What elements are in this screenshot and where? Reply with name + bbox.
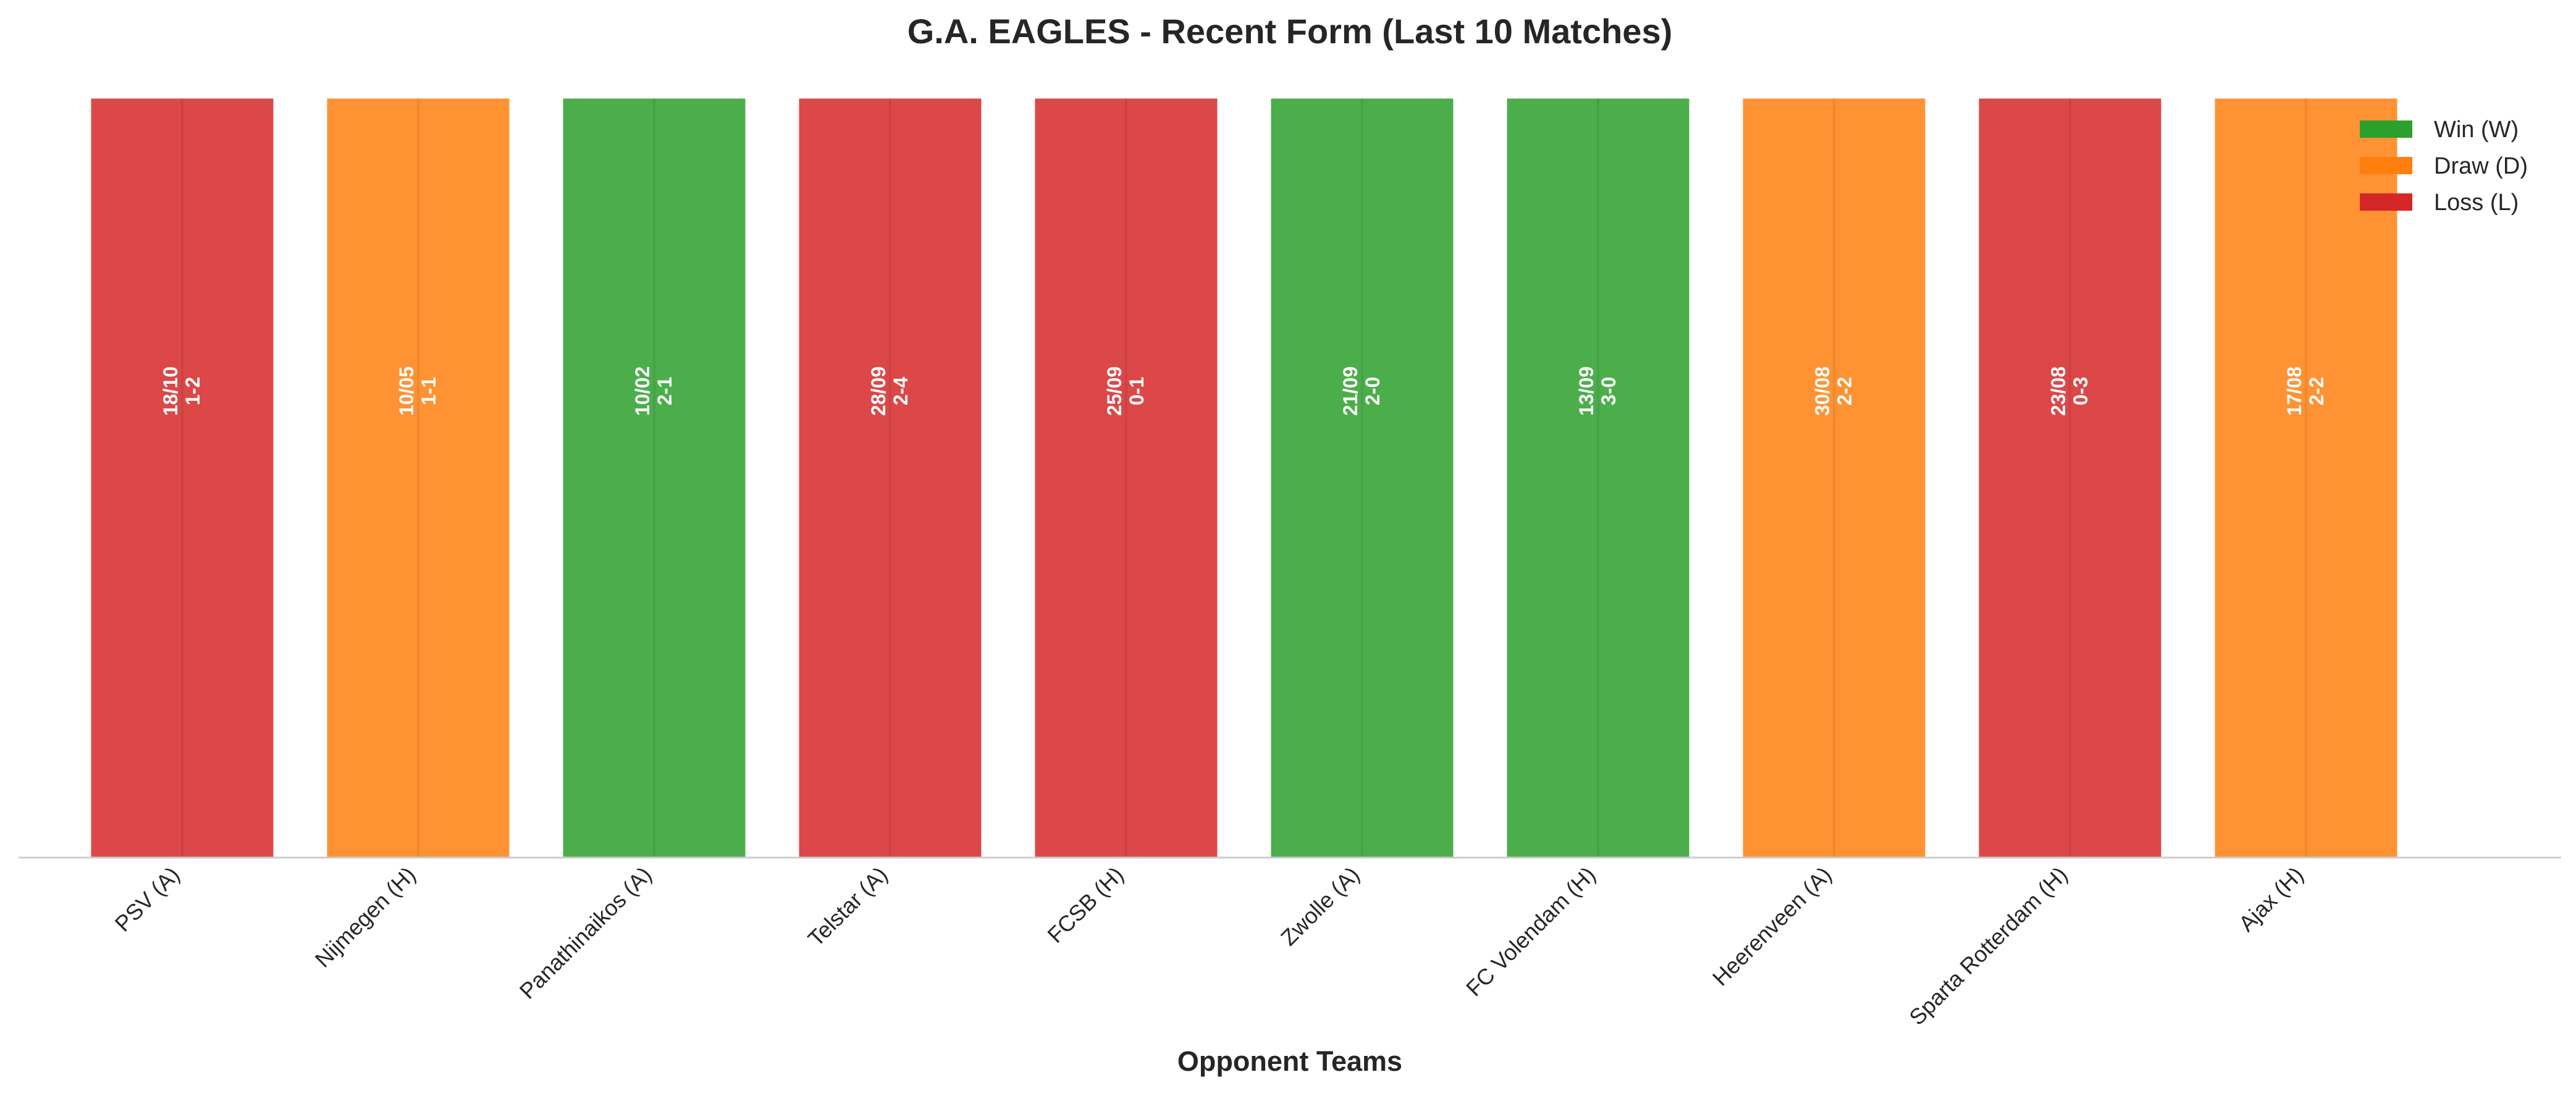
bar-label-date: 21/09 <box>1339 366 1362 416</box>
bar-label: 28/092-4 <box>867 366 912 416</box>
bar-label: 10/022-1 <box>631 366 676 416</box>
bar-4 <box>797 96 983 859</box>
bar-label: 23/080-3 <box>2047 366 2092 416</box>
bar-label: 21/092-0 <box>1339 366 1384 416</box>
x-tick-label: FC Volendam (H) <box>1461 862 1601 1002</box>
x-tick-label: Panathinaikos (A) <box>515 862 657 1004</box>
bars-group: 18/101-2 10/051-1 10/022-1 28/092-4 25/090-1… <box>89 96 2399 859</box>
bar-5 <box>1033 96 1219 859</box>
x-tick-label: PSV (A) <box>110 862 185 937</box>
bar-label-date: 18/10 <box>159 366 182 416</box>
x-tick-label: Ajax (H) <box>2234 862 2309 937</box>
chart-title: G.A. EAGLES - Recent Form (Last 10 Match… <box>907 12 1672 51</box>
bar-label-score: 0-3 <box>2069 377 2092 405</box>
bar-label: 17/082-2 <box>2283 366 2328 416</box>
bar-label-date: 10/05 <box>395 366 418 416</box>
bar-7 <box>1505 96 1691 859</box>
bar-label-score: 1-1 <box>418 377 440 405</box>
x-tick-label: Sparta Rotterdam (H) <box>1904 862 2072 1030</box>
bar-label: 13/093-0 <box>1575 366 1620 416</box>
legend-swatch-d <box>2360 157 2412 174</box>
x-tick-label: Nijmegen (H) <box>310 862 421 973</box>
bar-label-score: 2-4 <box>890 377 912 405</box>
bar-label-date: 25/09 <box>1103 366 1126 416</box>
bar-6 <box>1269 96 1455 859</box>
bar-label-score: 0-1 <box>1126 377 1148 405</box>
bar-label: 25/090-1 <box>1103 366 1148 416</box>
bar-label-date: 30/08 <box>1811 366 1833 416</box>
bar-2 <box>325 96 511 859</box>
bar-label-date: 28/09 <box>867 366 890 416</box>
x-tick-label: FCSB (H) <box>1042 862 1128 948</box>
bar-10 <box>2213 96 2399 859</box>
legend-swatch-w <box>2360 120 2412 138</box>
bar-label-score: 2-0 <box>1362 377 1384 405</box>
x-axis-label: Opponent Teams <box>1177 1045 1402 1077</box>
bar-label-date: 13/09 <box>1575 366 1597 416</box>
bar-label: 18/101-2 <box>159 366 204 416</box>
x-tick-labels: PSV (A) Nijmegen (H) Panathinaikos (A) Tels… <box>110 862 2309 1030</box>
bar-label-date: 23/08 <box>2047 366 2069 416</box>
bar-3 <box>561 96 747 859</box>
legend-label-d: Draw (D) <box>2434 153 2528 179</box>
bar-label: 30/082-2 <box>1811 366 1856 416</box>
legend-label-w: Win (W) <box>2434 117 2519 143</box>
x-tick-label: Zwolle (A) <box>1276 862 1365 951</box>
legend-swatch-l <box>2360 193 2412 211</box>
x-tick-label: Telstar (A) <box>803 862 893 952</box>
bar-label-date: 17/08 <box>2283 366 2305 416</box>
bar-label-score: 2-2 <box>2305 377 2328 405</box>
legend-label-l: Loss (L) <box>2434 190 2519 216</box>
bar-label: 10/051-1 <box>395 366 440 416</box>
bar-label-date: 10/02 <box>631 366 654 416</box>
bar-label-score: 2-1 <box>654 377 676 405</box>
bar-1 <box>89 96 276 859</box>
bar-label-score: 3-0 <box>1597 377 1620 405</box>
bar-label-score: 2-2 <box>1833 377 1856 405</box>
legend: Win (W) Draw (D) Loss (L) <box>2360 117 2528 216</box>
bar-label-score: 1-2 <box>182 377 204 405</box>
x-tick-label: Heerenveen (A) <box>1707 862 1837 991</box>
